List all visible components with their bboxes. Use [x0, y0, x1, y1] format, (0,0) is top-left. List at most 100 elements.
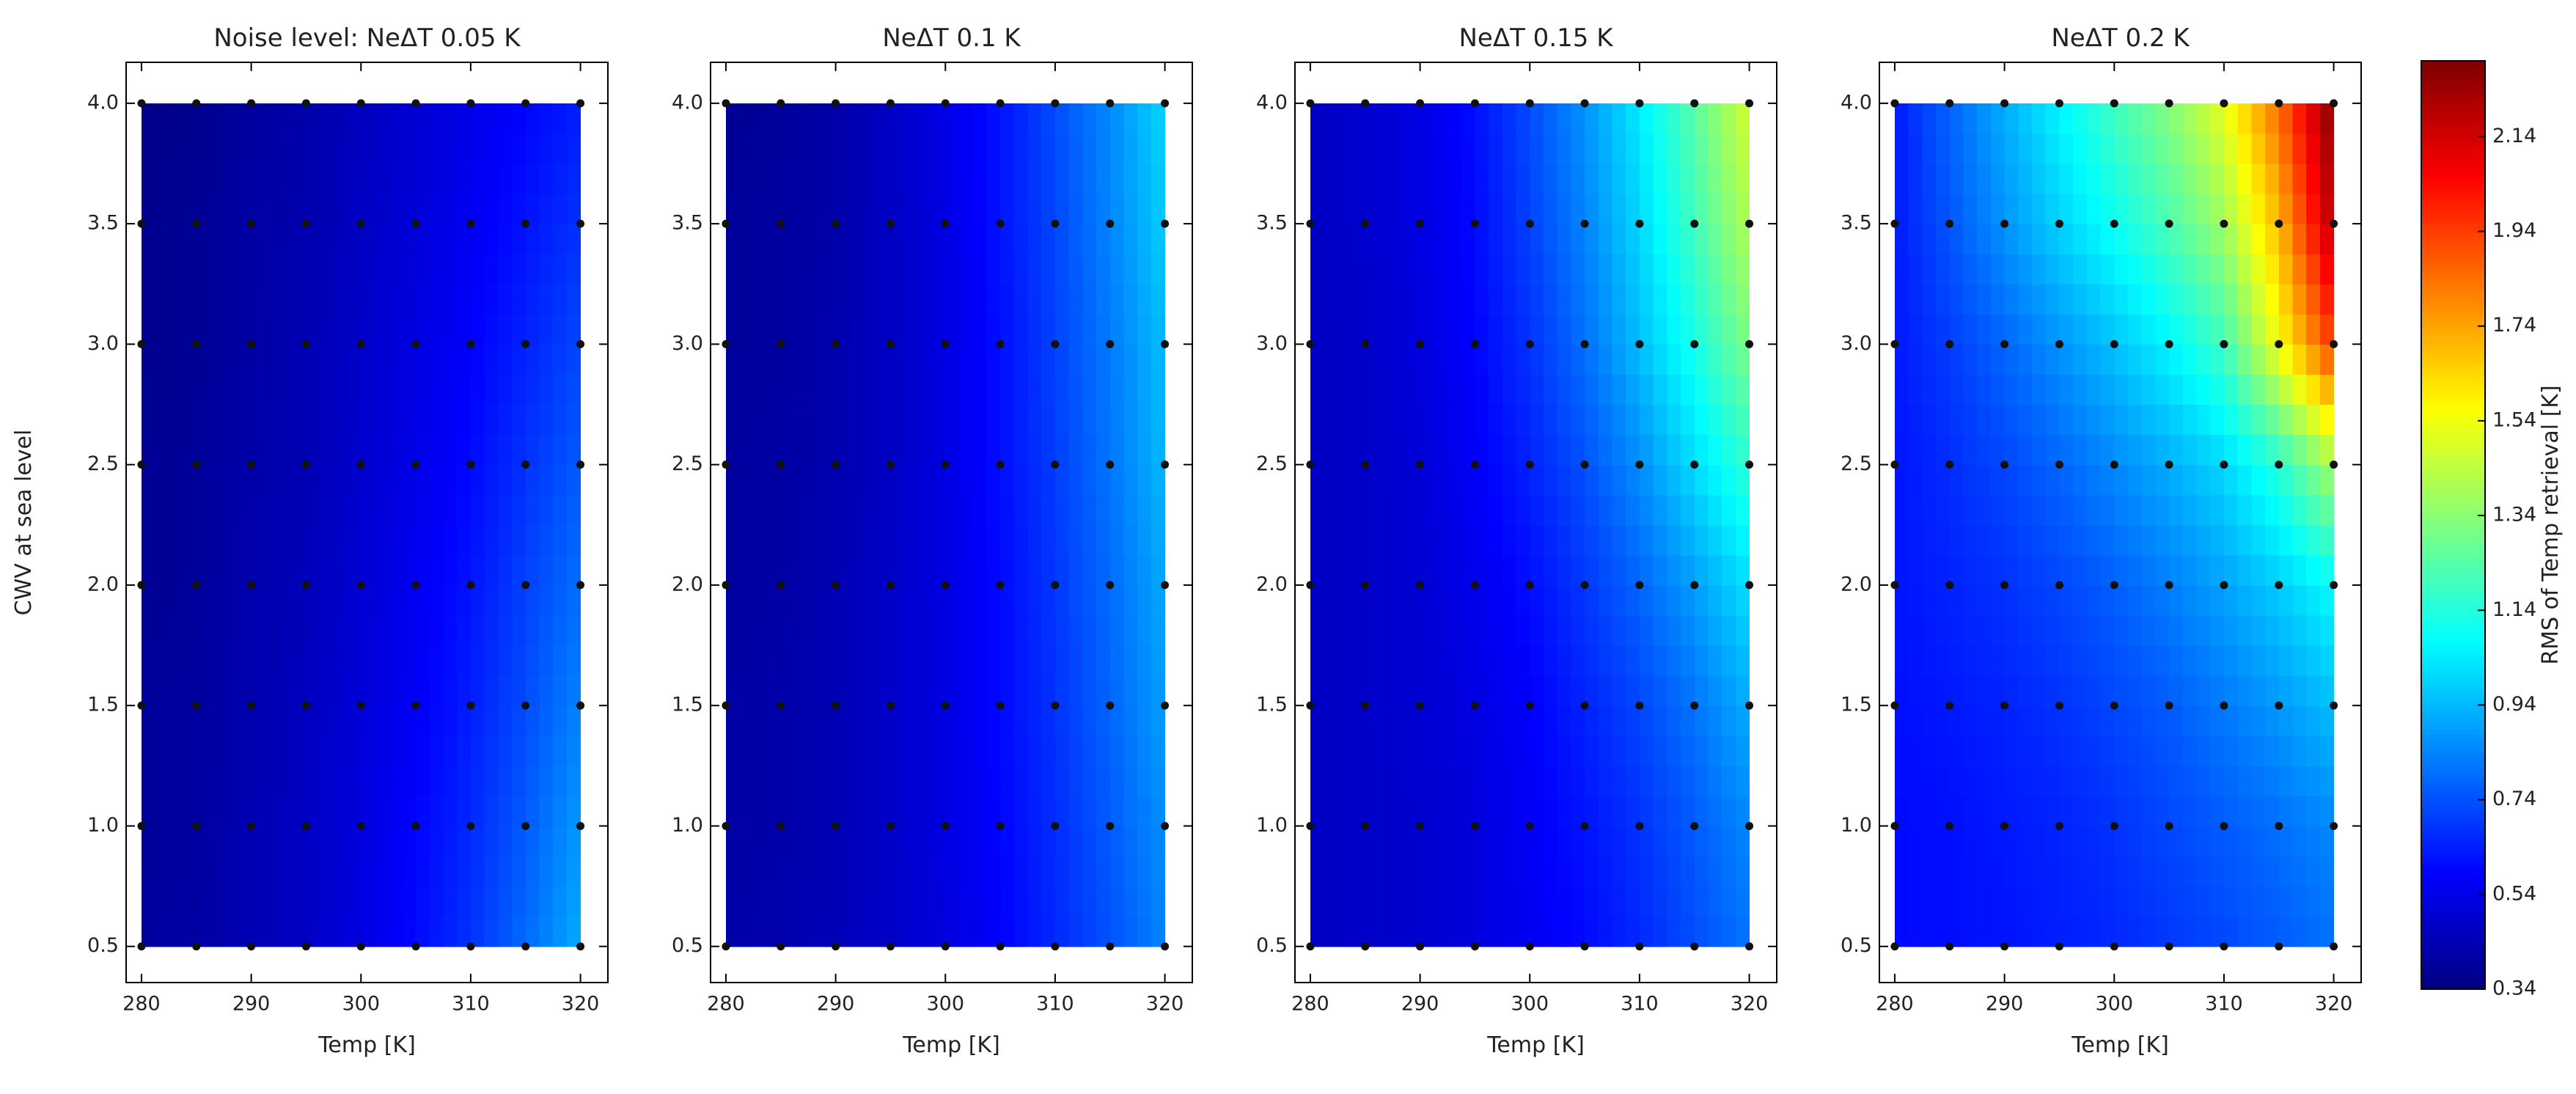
colorbar-band: [2421, 65, 2485, 71]
contour-cell: [443, 735, 458, 766]
contour-cell: [306, 404, 320, 436]
contour-cell: [1557, 194, 1571, 224]
contour-cell: [1543, 705, 1558, 736]
grid-point: [1470, 942, 1479, 951]
contour-cell: [292, 796, 307, 827]
contour-cell: [1598, 916, 1613, 947]
colorbar-band: [2421, 376, 2485, 382]
colorbar-band: [2421, 418, 2485, 424]
contour-cell: [553, 916, 568, 947]
contour-cell: [958, 796, 974, 827]
contour-cell: [2251, 344, 2266, 375]
contour-cell: [251, 284, 265, 315]
contour-cell: [986, 404, 1001, 436]
contour-cell: [2141, 524, 2156, 556]
contour-cell: [251, 494, 265, 526]
contour-cell: [237, 554, 252, 586]
contour-cell: [1990, 404, 2006, 436]
contour-cell: [1908, 614, 1923, 646]
contour-cell: [1379, 404, 1393, 436]
contour-cell: [739, 314, 754, 345]
contour-cell: [566, 494, 581, 526]
contour-cell: [279, 133, 293, 164]
contour-cell: [1516, 194, 1530, 224]
contour-cell: [2265, 374, 2280, 405]
contour-cell: [1543, 916, 1558, 947]
contour-cell: [2237, 916, 2252, 947]
contour-cell: [1949, 163, 1964, 194]
contour-cell: [1068, 133, 1083, 164]
contour-cell: [917, 584, 933, 616]
contour-cell: [265, 133, 279, 164]
contour-cell: [1949, 404, 1964, 436]
contour-cell: [2237, 464, 2252, 496]
contour-cell: [1337, 374, 1352, 405]
contour-cell: [945, 645, 960, 676]
contour-cell: [1626, 133, 1640, 164]
contour-cell: [1461, 224, 1476, 254]
contour-cell: [2127, 766, 2143, 796]
contour-cell: [1543, 314, 1558, 345]
grid-point: [2275, 942, 2283, 951]
contour-cell: [2182, 374, 2198, 405]
contour-cell: [931, 675, 946, 706]
contour-cell: [1653, 133, 1667, 164]
contour-cell: [1922, 163, 1937, 194]
contour-cell: [725, 314, 741, 345]
contour-cell: [1068, 916, 1083, 947]
contour-cell: [2141, 194, 2156, 224]
colorbar-band: [2421, 98, 2485, 103]
contour-cell: [512, 284, 526, 315]
contour-cell: [1530, 886, 1544, 917]
colorbar-band: [2421, 924, 2485, 930]
contour-cell: [739, 404, 754, 436]
contour-cell: [876, 796, 892, 827]
contour-cell: [539, 494, 554, 526]
contour-cell: [958, 163, 974, 194]
grid-point: [1106, 581, 1115, 590]
grid-point: [2165, 99, 2173, 108]
grid-point: [1051, 339, 1060, 348]
contour-cell: [1990, 886, 2006, 917]
contour-cell: [1977, 254, 1992, 284]
contour-cell: [1475, 524, 1489, 556]
contour-cell: [306, 163, 320, 194]
contour-cell: [1137, 404, 1152, 436]
contour-cell: [767, 584, 782, 616]
contour-cell: [1694, 916, 1709, 947]
contour-cell: [1068, 314, 1083, 345]
contour-cell: [2292, 254, 2307, 284]
contour-cell: [1392, 494, 1407, 526]
contour-cell: [1681, 524, 1695, 556]
grid-point: [411, 99, 420, 108]
contour-cell: [1894, 494, 1909, 526]
contour-cell: [525, 374, 540, 405]
contour-cell: [2032, 675, 2047, 706]
contour-cell: [1434, 614, 1448, 646]
contour-cell: [904, 254, 919, 284]
contour-cell: [2032, 284, 2047, 315]
contour-cell: [2032, 826, 2047, 857]
contour-cell: [753, 584, 768, 616]
contour-cell: [2265, 404, 2280, 436]
contour-cell: [1694, 494, 1709, 526]
contour-cell: [1434, 434, 1448, 466]
contour-cell: [251, 163, 265, 194]
contour-cell: [429, 344, 444, 375]
grid-point: [2275, 219, 2283, 228]
contour-cell: [849, 524, 864, 556]
contour-cell: [553, 224, 568, 254]
contour-cell: [2292, 133, 2307, 164]
colorbar-band: [2421, 269, 2485, 275]
grid-point: [192, 219, 201, 228]
colorbar-band: [2421, 914, 2485, 920]
contour-cell: [2141, 645, 2156, 676]
contour-cell: [2045, 524, 2061, 556]
colorbar-band: [2421, 766, 2485, 772]
contour-cell: [251, 224, 265, 254]
contour-cell: [1337, 675, 1352, 706]
contour-cell: [2155, 103, 2170, 134]
contour-cell: [470, 464, 485, 496]
grid-point: [832, 219, 840, 228]
contour-cell: [279, 224, 293, 254]
